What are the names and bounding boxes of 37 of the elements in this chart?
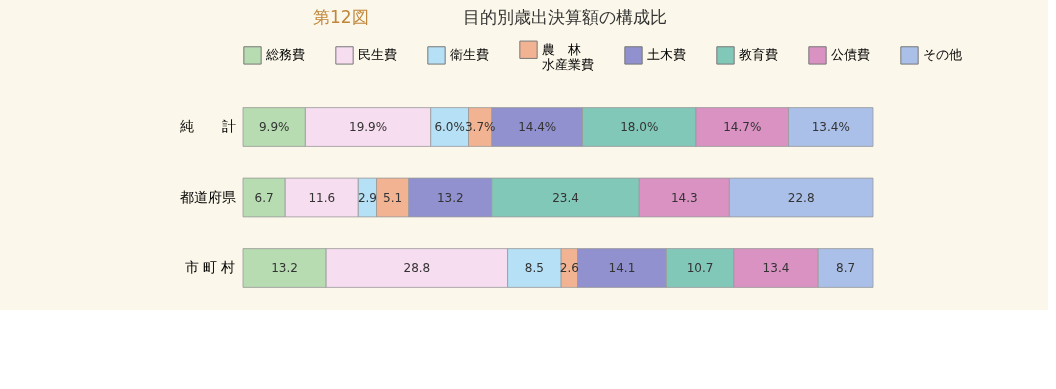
data-label: 2.9 (357, 190, 377, 205)
data-label: 13.2 (271, 260, 298, 275)
legend-label: 教育費 (739, 47, 778, 63)
data-label: 8.5 (524, 260, 544, 275)
data-label: 14.4% (518, 120, 557, 135)
data-label: 6.0% (434, 120, 465, 135)
y-tick-label: 都道府県 (179, 188, 236, 205)
data-label: 9.9% (258, 120, 290, 135)
y-tick-label: 純 計 (179, 118, 236, 135)
legend-label: 民生費 (358, 47, 397, 63)
data-label: 2.6 (559, 260, 579, 275)
data-label: 19.9% (348, 120, 388, 135)
legend-label: 公債費 (831, 47, 870, 63)
data-label: 14.3 (670, 190, 698, 205)
data-label: 14.7% (723, 120, 762, 135)
data-label: 3.7% (464, 120, 496, 135)
data-label: 13.4% (811, 120, 850, 135)
data-label: 28.8 (403, 260, 431, 275)
data-label: 13.4 (762, 260, 790, 275)
data-label: 23.4 (552, 190, 579, 205)
data-label: 5.1 (383, 190, 403, 205)
data-label: 13.2 (436, 190, 464, 205)
text: 第12図 (313, 7, 369, 27)
legend-label: 衛生費 (450, 47, 489, 63)
data-label: 18.0% (620, 120, 659, 135)
legend-label: 農 林水産業費 (542, 41, 594, 72)
y-tick-label: 市 町 村 (184, 258, 236, 275)
data-label: 10.7 (686, 260, 714, 275)
legend-label: 土木費 (647, 47, 686, 63)
legend-label: その他 (923, 47, 962, 63)
data-label: 8.7 (836, 260, 856, 275)
data-label: 14.1 (608, 260, 636, 275)
data-label: 6.7 (254, 190, 274, 205)
data-label: 11.6 (308, 190, 336, 205)
data-label: 22.8 (787, 190, 815, 205)
legend-label: 総務費 (265, 47, 305, 63)
chart-title: 目的別歳出決算額の構成比 (463, 7, 667, 27)
